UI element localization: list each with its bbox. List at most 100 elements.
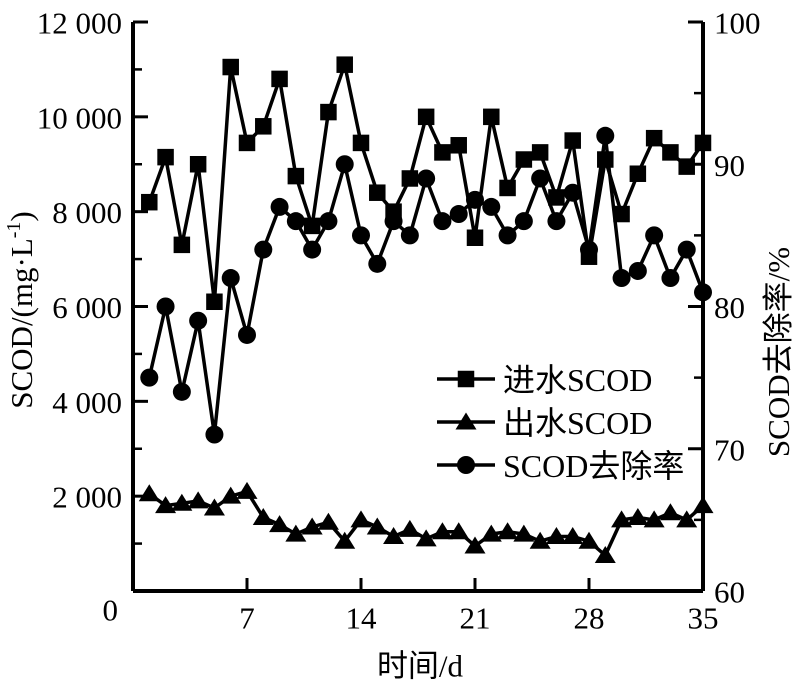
- series-point-triangle-marker: [497, 522, 519, 540]
- series-point-triangle-marker: [529, 531, 551, 549]
- legend-circle-marker: [457, 456, 475, 474]
- series-point-square-marker: [238, 134, 256, 152]
- series-point-triangle-marker: [366, 517, 388, 535]
- series-point-circle-marker: [140, 368, 159, 387]
- legend-triangle-marker: [455, 412, 477, 430]
- legend: 进水SCOD 出水SCOD SCOD去除率: [437, 362, 684, 484]
- series-point-circle-marker: [238, 325, 256, 344]
- series-point-square-marker: [548, 189, 565, 206]
- series-point-triangle-marker: [383, 526, 405, 544]
- y-right-axis-title: SCOD去除率/%: [761, 247, 796, 457]
- series-point-triangle-marker: [220, 486, 242, 504]
- series-point-triangle-marker: [578, 531, 600, 549]
- y-left-tick-label: 6 000: [52, 290, 122, 325]
- legend-item: SCOD去除率: [437, 448, 684, 484]
- series-point-circle-marker: [547, 212, 566, 231]
- series-point-triangle-marker: [138, 484, 160, 502]
- series-point-square-marker: [678, 158, 695, 175]
- series-point-circle-marker: [319, 212, 338, 231]
- series-point-square-marker: [320, 103, 337, 121]
- series-point-triangle-marker: [155, 496, 177, 514]
- x-tick-label: 21: [460, 601, 491, 636]
- series-point-circle-marker: [254, 240, 273, 259]
- y-left-tick-label: 2 000: [52, 480, 122, 515]
- series-point-square-marker: [629, 165, 647, 182]
- series-point-triangle-marker: [513, 524, 535, 542]
- y-left-tick-label: 4 000: [52, 385, 122, 420]
- series-point-square-marker: [173, 236, 191, 254]
- series-point-square-marker: [515, 151, 533, 168]
- series-point-triangle-marker: [448, 522, 470, 540]
- series-point-square-marker: [369, 184, 386, 201]
- series-point-square-marker: [564, 132, 581, 149]
- series-point-triangle-marker: [285, 524, 307, 542]
- series-point-triangle-marker: [334, 531, 356, 549]
- series-point-circle-marker: [303, 240, 322, 259]
- series-point-square-marker: [662, 144, 679, 161]
- legend-square-marker: [457, 370, 475, 388]
- series-point-circle-marker: [677, 240, 696, 259]
- series-point-circle-marker: [563, 183, 582, 202]
- series-point-square-marker: [157, 148, 174, 166]
- data-series: [138, 56, 714, 563]
- series-point-square-marker: [531, 144, 549, 161]
- series-point-triangle-marker: [562, 526, 584, 544]
- series-effluent-scod: [138, 481, 714, 563]
- series-point-circle-marker: [417, 169, 436, 188]
- series-point-circle-marker: [433, 212, 452, 231]
- series-point-triangle-marker: [399, 519, 421, 537]
- series-point-triangle-marker: [643, 510, 665, 528]
- series-point-circle-marker: [286, 212, 305, 231]
- y-left-tick-label: 12 000: [37, 6, 122, 41]
- series-point-triangle-marker: [415, 529, 437, 547]
- series-point-square-marker: [645, 129, 663, 147]
- series-point-square-marker: [597, 151, 614, 168]
- x-tick-label: 28: [574, 601, 605, 636]
- y-left-tick-label: 8 000: [52, 195, 122, 230]
- legend-label: SCOD去除率: [503, 448, 684, 484]
- series-point-circle-marker: [449, 205, 468, 224]
- series-point-triangle-marker: [301, 517, 323, 535]
- series-point-triangle-marker: [431, 522, 453, 540]
- series-point-circle-marker: [482, 197, 501, 216]
- series-point-square-marker: [450, 137, 467, 154]
- series-point-circle-marker: [628, 261, 647, 280]
- series-point-circle-marker: [661, 269, 680, 288]
- series-point-triangle-marker: [480, 524, 502, 542]
- x-tick-label: 7: [239, 601, 255, 636]
- series-point-circle-marker: [645, 226, 664, 245]
- series-point-square-marker: [271, 70, 288, 88]
- series-point-square-marker: [580, 248, 598, 265]
- x-tick-label: 14: [346, 601, 378, 636]
- series-point-square-marker: [189, 156, 207, 173]
- series-point-square-marker: [401, 170, 419, 187]
- series-point-square-marker: [434, 144, 451, 161]
- series-point-square-marker: [303, 217, 321, 235]
- series-point-circle-marker: [189, 311, 208, 330]
- series-point-circle-marker: [205, 425, 224, 444]
- series-point-square-marker: [499, 179, 516, 197]
- series-point-square-marker: [385, 203, 402, 220]
- series-point-triangle-marker: [545, 526, 567, 544]
- series-point-square-marker: [206, 293, 223, 311]
- series-point-triangle-marker: [611, 510, 633, 528]
- x-tick-label: 35: [688, 601, 719, 636]
- series-point-triangle-marker: [252, 508, 274, 526]
- x-axis-title: 时间/d: [377, 649, 464, 684]
- series-point-triangle-marker: [627, 508, 649, 526]
- y-right-tick-label: 80: [714, 290, 745, 325]
- y-right-tick-label: 60: [714, 575, 745, 610]
- series-point-square-marker: [613, 205, 630, 223]
- series-influent-scod: [141, 56, 712, 311]
- series-point-circle-marker: [221, 269, 240, 288]
- series-point-square-marker: [466, 229, 484, 246]
- series-point-circle-marker: [514, 212, 533, 231]
- series-point-triangle-marker: [317, 512, 339, 530]
- axis-spines: [131, 22, 705, 593]
- series-point-triangle-marker: [269, 515, 291, 533]
- origin-zero-label: 0: [103, 593, 119, 628]
- y-left-tick-label: 10 000: [37, 100, 122, 135]
